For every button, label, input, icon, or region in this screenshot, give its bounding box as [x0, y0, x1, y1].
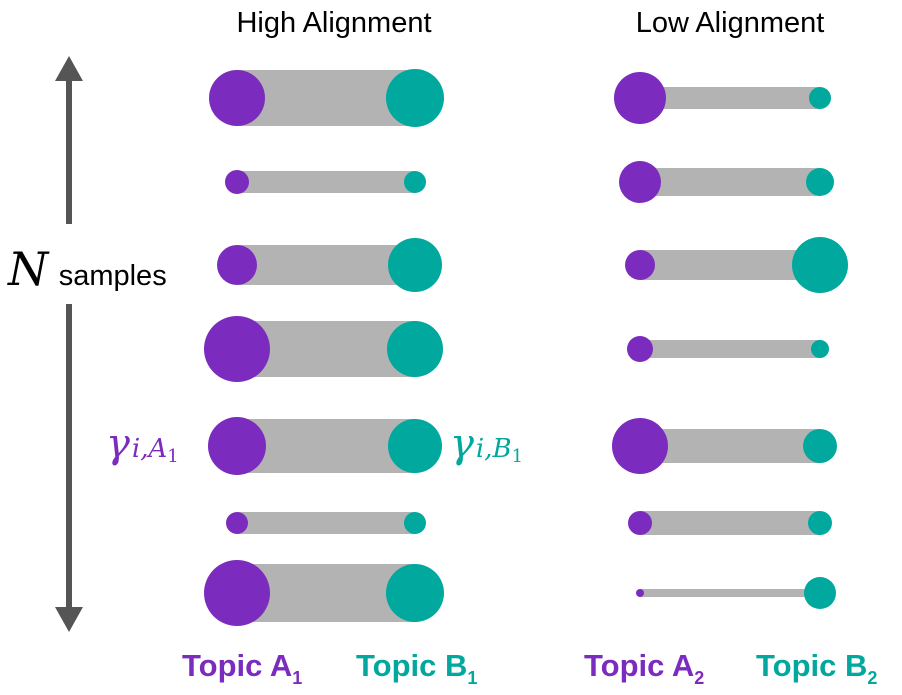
gamma-b-subscript: i,B	[476, 434, 512, 464]
high-topic-b-circle-2	[404, 171, 426, 193]
high-topic-a-circle-5	[208, 417, 266, 475]
topic-a2-label: Topic A2	[584, 648, 704, 688]
low-topic-b-circle-5	[803, 429, 837, 463]
low-topic-b-circle-3	[792, 237, 848, 293]
low-topic-a-circle-5	[612, 418, 668, 474]
low-topic-a-circle-1	[614, 72, 666, 124]
high-link-bar-6	[237, 512, 415, 534]
high-topic-b-circle-6	[404, 512, 426, 534]
low-topic-a-circle-4	[627, 336, 653, 362]
topic-b1-subscript: 1	[467, 668, 477, 688]
high-topic-a-circle-7	[204, 560, 270, 626]
topic-a1-text: Topic A	[182, 648, 292, 683]
high-topic-b-circle-1	[386, 69, 444, 127]
topic-b1-label: Topic B1	[356, 648, 477, 688]
low-topic-a-circle-3	[625, 250, 655, 280]
topic-b2-label: Topic B2	[756, 648, 877, 688]
low-link-bar-5	[640, 429, 820, 463]
high-link-bar-1	[237, 70, 415, 126]
low-topic-b-circle-4	[811, 340, 829, 358]
low-link-bar-4	[640, 340, 820, 358]
topic-a1-label: Topic A1	[182, 648, 302, 688]
gamma-a-subsubscript: 1	[167, 446, 178, 467]
low-topic-b-circle-6	[808, 511, 832, 535]
low-alignment-title: Low Alignment	[636, 7, 825, 39]
pair-rows	[204, 69, 848, 626]
low-topic-a-circle-7	[636, 589, 644, 597]
topic-a2-text: Topic A	[584, 648, 694, 683]
low-topic-b-circle-2	[806, 168, 834, 196]
gamma-a-symbol: γ	[106, 421, 130, 467]
low-topic-b-circle-1	[809, 87, 831, 109]
high-topic-b-circle-4	[387, 321, 443, 377]
axis-arrow-up-icon	[55, 56, 83, 81]
axis-arrow-down-icon	[55, 607, 83, 632]
high-topic-a-circle-6	[226, 512, 248, 534]
svg-text:N samples: N samples	[7, 242, 167, 296]
gamma-b-label: γi,B1	[450, 421, 523, 467]
topic-b2-text: Topic B	[756, 648, 867, 683]
high-topic-b-circle-7	[386, 564, 444, 622]
high-link-bar-5	[237, 419, 415, 473]
gamma-b-subsubscript: 1	[512, 446, 523, 467]
high-topic-a-circle-3	[217, 245, 257, 285]
high-link-bar-3	[237, 245, 415, 285]
high-alignment-title: High Alignment	[236, 7, 431, 39]
gamma-b-symbol: γ	[450, 421, 474, 467]
high-topic-a-circle-2	[225, 170, 249, 194]
high-topic-b-circle-5	[388, 419, 442, 473]
low-link-bar-1	[640, 87, 820, 109]
low-topic-b-circle-7	[804, 577, 836, 609]
gamma-a-label: γi,A1	[106, 421, 179, 467]
high-topic-b-circle-3	[388, 238, 442, 292]
n-samples-axis: N samples	[7, 56, 167, 632]
topic-b2-subscript: 2	[867, 668, 877, 688]
axis-label: samples	[59, 260, 167, 292]
high-topic-a-circle-1	[209, 70, 265, 126]
low-link-bar-7	[640, 589, 820, 597]
low-link-bar-3	[640, 250, 820, 280]
low-topic-a-circle-6	[628, 511, 652, 535]
topic-a2-subscript: 2	[694, 668, 704, 688]
gamma-a-subscript: i,A	[132, 434, 167, 464]
high-topic-a-circle-4	[204, 316, 270, 382]
topic-b1-text: Topic B	[356, 648, 467, 683]
topic-a1-subscript: 1	[292, 668, 302, 688]
low-link-bar-6	[640, 511, 820, 535]
low-topic-a-circle-2	[619, 161, 661, 203]
high-link-bar-2	[237, 171, 415, 193]
axis-variable: N	[7, 242, 50, 296]
low-link-bar-2	[640, 168, 820, 196]
